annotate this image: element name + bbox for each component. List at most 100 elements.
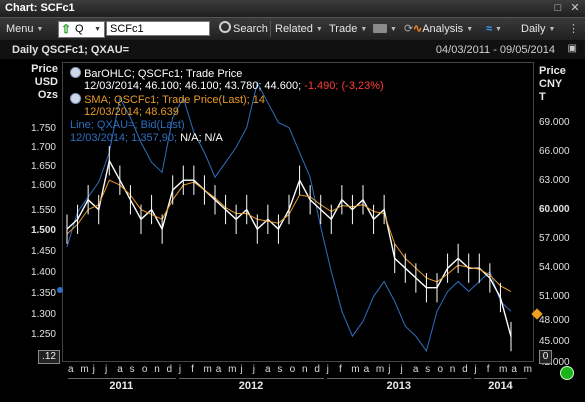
left-unit-line: USD xyxy=(34,76,58,88)
x-month-label: n xyxy=(154,364,160,375)
right-axis-box: 0 xyxy=(539,350,552,364)
right-tick: 51.000 xyxy=(539,291,570,302)
x-month-label: o xyxy=(289,364,296,375)
right-tick: 66.000 xyxy=(539,146,570,157)
x-month-label: s xyxy=(277,364,283,375)
toolbar: Menu ▼ ⇧ Q ▼ SCFc1 Search Related ▼ Trade ▼… xyxy=(0,18,585,41)
chevron-down-icon: ▼ xyxy=(360,26,368,33)
related-button[interactable]: Related ▼ xyxy=(275,21,323,37)
legend: BarOHLC; QSCFc1; Trade Price 12/03/2014;… xyxy=(70,67,384,145)
menu-button[interactable]: Menu ▼ xyxy=(6,21,43,37)
ohlc-price-line xyxy=(66,158,512,337)
x-month-label: f xyxy=(338,364,342,375)
legend-bar-row: BarOHLC; QSCFc1; Trade Price xyxy=(70,67,384,80)
x-month-label: j xyxy=(326,364,329,375)
right-tick: 54.000 xyxy=(539,262,570,273)
left-tick: 1.500 xyxy=(30,225,56,236)
right-tick: 69.000 xyxy=(539,117,570,128)
search-button[interactable]: Search xyxy=(219,21,268,37)
legend-handle-icon[interactable] xyxy=(70,93,81,104)
left-tick: 1.300 xyxy=(30,309,56,320)
analysis-button[interactable]: ∿Analysis ▼ xyxy=(413,21,473,37)
x-month-label: m xyxy=(203,364,212,375)
left-tick: 1.450 xyxy=(30,246,56,257)
x-year-label: 2011 xyxy=(109,380,134,392)
right-tick: 60.000 xyxy=(539,204,570,215)
right-unit-line: CNY xyxy=(539,78,563,90)
left-tick: 1.700 xyxy=(30,142,56,153)
left-unit-line: Ozs xyxy=(37,89,58,101)
chevron-down-icon: ▼ xyxy=(390,26,397,33)
x-month-label: m xyxy=(351,364,360,375)
wave-icon[interactable]: ≈ ▼ xyxy=(486,23,502,35)
legend-line-row: Line; QXAU=; Bid(Last) xyxy=(70,119,384,132)
legend-sma-value: 12/03/2014; 48.639 xyxy=(84,106,179,118)
right-tick: 63.000 xyxy=(539,175,570,186)
restore-icon[interactable]: □ xyxy=(554,2,562,14)
status-indicator-icon xyxy=(560,366,574,380)
close-icon[interactable]: ✕ xyxy=(570,2,580,14)
x-month-label: a xyxy=(412,364,419,375)
left-tick: 1.550 xyxy=(30,205,56,216)
x-month-label: j xyxy=(92,364,95,375)
x-month-label: a xyxy=(215,364,222,375)
legend-line-values: 12/03/2014; 1.357,90; N/A; N/A xyxy=(70,132,384,145)
analysis-icon: ∿ xyxy=(413,23,423,35)
right-tick: 42.000 xyxy=(539,357,570,368)
refresh-icon[interactable]: ⟳ xyxy=(404,23,414,35)
legend-handle-icon[interactable] xyxy=(70,67,81,78)
left-tick: 1.350 xyxy=(30,288,56,299)
x-month-label: j xyxy=(252,364,255,375)
x-month-label: j xyxy=(400,364,403,375)
chart-title: Daily QSCFc1; QXAU= xyxy=(12,44,130,56)
legend-line-na: N/A; N/A xyxy=(180,132,223,144)
interval-label: Daily xyxy=(521,23,546,35)
x-month-label: j xyxy=(474,364,477,375)
search-icon xyxy=(219,21,231,33)
right-tick: 45.000 xyxy=(539,336,570,347)
up-arrow-icon: ⇧ xyxy=(61,22,72,36)
ric-input[interactable]: SCFc1 xyxy=(106,21,210,36)
left-tick: 1.600 xyxy=(30,180,56,191)
x-month-label: j xyxy=(178,364,182,375)
folder-button[interactable]: ▼ xyxy=(373,21,397,37)
x-month-label: a xyxy=(511,364,517,375)
x-month-label: a xyxy=(117,364,123,375)
x-month-label: j xyxy=(104,364,108,375)
analysis-label: Analysis xyxy=(422,23,464,35)
more-icon[interactable]: ⋮ xyxy=(568,23,579,35)
window-titlebar: Chart: SCFc1 □ ✕ xyxy=(0,0,585,18)
right-unit-line: Price xyxy=(539,65,566,77)
right-unit: Price CNY T xyxy=(539,65,566,104)
legend-sma-values: 12/03/2014; 48.639 xyxy=(70,106,384,119)
interval-select[interactable]: Daily ▼ xyxy=(521,21,555,37)
x-month-label: d xyxy=(314,364,320,375)
quote-type-select[interactable]: ⇧ Q ▼ xyxy=(58,21,105,38)
chevron-down-icon: ▼ xyxy=(466,26,474,33)
gold-price-line xyxy=(66,81,512,353)
left-tick: 1.750 xyxy=(30,123,56,134)
collapse-icon[interactable]: ▣ xyxy=(567,43,577,54)
right-tick: 57.000 xyxy=(539,233,570,244)
trade-label: Trade xyxy=(329,23,358,35)
x-year-label: 2013 xyxy=(386,380,411,392)
chart-header: Daily QSCFc1; QXAU= 04/03/2011 - 09/05/2… xyxy=(0,41,585,59)
price-chart[interactable] xyxy=(63,63,533,361)
x-month-label: s xyxy=(425,364,431,375)
left-unit-line: Price xyxy=(31,63,58,75)
x-month-label: a xyxy=(265,364,271,375)
menu-label: Menu xyxy=(6,23,34,35)
plot-area[interactable] xyxy=(62,62,534,362)
x-month-label: o xyxy=(141,364,148,375)
trade-button[interactable]: Trade ▼ xyxy=(329,21,367,37)
x-month-label: n xyxy=(449,364,456,375)
x-month-label: m xyxy=(80,364,89,375)
x-axis: a m j j a s o n d j f m a m j j a s o n d j f m a m j j a s o n d j f m a m 20… xyxy=(62,364,534,396)
legend-bar-change: -1.490; (-3,23%) xyxy=(304,80,384,92)
x-month-label: f xyxy=(191,364,194,375)
gold-start-marker xyxy=(57,287,63,293)
chevron-down-icon: ▼ xyxy=(94,26,101,33)
search-label: Search xyxy=(233,23,268,35)
x-month-label: a xyxy=(68,364,74,375)
chevron-down-icon: ▼ xyxy=(315,26,323,33)
